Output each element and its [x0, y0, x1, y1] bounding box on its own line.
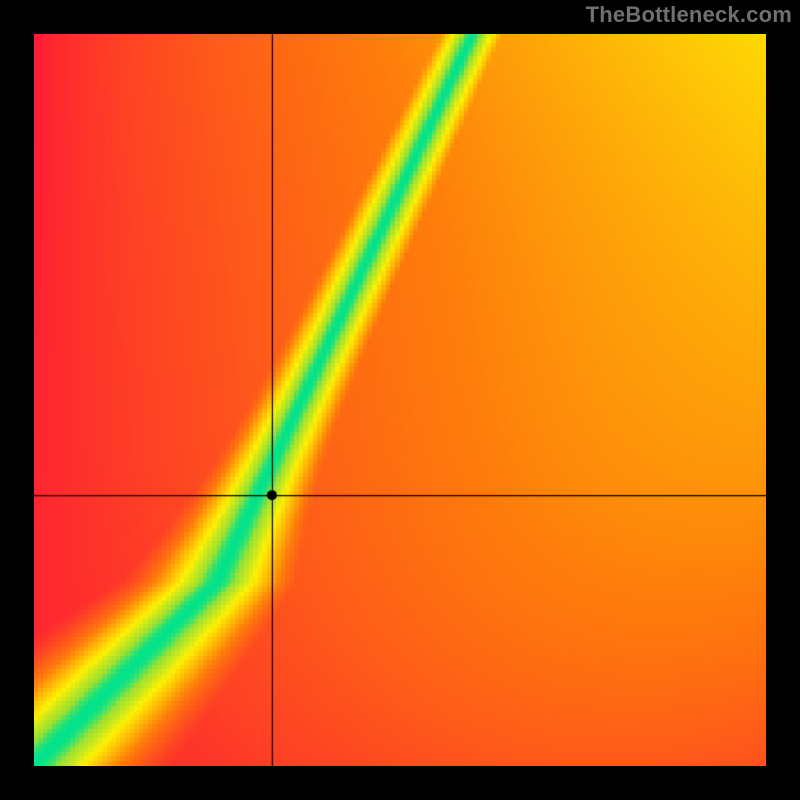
bottleneck-heatmap: [34, 34, 766, 766]
chart-container: TheBottleneck.com: [0, 0, 800, 800]
watermark-text: TheBottleneck.com: [586, 2, 792, 28]
